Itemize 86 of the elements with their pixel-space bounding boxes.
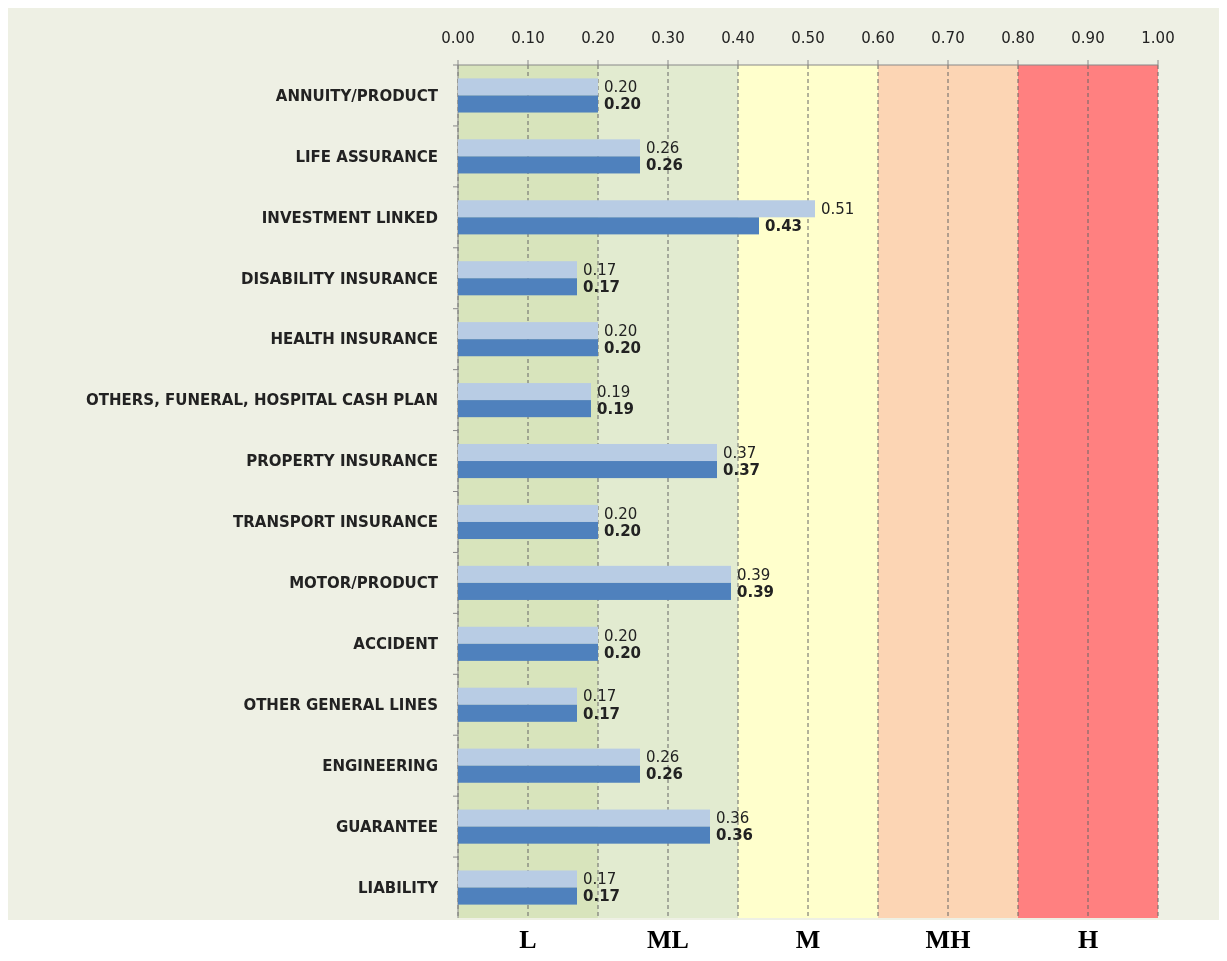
bar	[458, 765, 640, 783]
bar	[458, 156, 640, 174]
data-label: 0.17	[583, 687, 617, 706]
bar	[458, 704, 577, 722]
bar	[458, 339, 598, 357]
band-label: M	[795, 925, 821, 954]
data-label: 0.20	[604, 95, 642, 114]
data-label: 0.51	[821, 200, 855, 219]
x-tick-label: 1.00	[1141, 29, 1175, 47]
bar	[458, 870, 577, 888]
data-label: 0.20	[604, 521, 642, 540]
bar	[458, 643, 598, 661]
band-label: H	[1077, 925, 1099, 954]
data-label: 0.36	[716, 826, 754, 845]
bar	[458, 565, 731, 583]
data-label: 0.20	[604, 338, 642, 357]
bar	[458, 582, 731, 600]
bar	[458, 748, 640, 766]
y-tick-label: MOTOR/PRODUCT	[289, 574, 439, 593]
x-tick-label: 0.10	[511, 29, 545, 47]
data-label: 0.20	[604, 78, 638, 97]
x-tick-label: 0.70	[931, 29, 965, 47]
band-label: MH	[925, 925, 971, 954]
bar	[458, 826, 710, 844]
y-tick-label: INVESTMENT LINKED	[261, 208, 438, 227]
bar	[458, 217, 759, 235]
band-label: ML	[647, 925, 689, 954]
data-label: 0.19	[597, 399, 635, 418]
bar	[458, 139, 640, 157]
x-tick-label: 0.60	[861, 29, 895, 47]
bar	[458, 261, 577, 279]
y-tick-label: ANNUITY/PRODUCT	[275, 86, 439, 105]
bar	[458, 278, 577, 296]
data-label: 0.20	[604, 504, 638, 523]
y-tick-label: ACCIDENT	[353, 635, 439, 654]
bar	[458, 383, 591, 401]
data-label: 0.19	[597, 382, 631, 401]
data-label: 0.20	[604, 643, 642, 662]
y-tick-label: OTHERS, FUNERAL, HOSPITAL CASH PLAN	[86, 391, 438, 410]
x-tick-label: 0.00	[441, 29, 475, 47]
x-tick-label: 0.20	[581, 29, 615, 47]
data-label: 0.43	[765, 217, 803, 236]
x-tick-label: 0.80	[1001, 29, 1035, 47]
y-tick-label: LIABILITY	[358, 878, 440, 897]
data-label: 0.39	[737, 582, 775, 601]
data-label: 0.36	[716, 809, 750, 828]
x-tick-label: 0.90	[1071, 29, 1105, 47]
data-label: 0.37	[723, 460, 761, 479]
data-label: 0.17	[583, 704, 621, 723]
bar	[458, 626, 598, 644]
data-label: 0.26	[646, 139, 680, 158]
y-tick-label: TRANSPORT INSURANCE	[233, 513, 438, 532]
y-tick-label: HEALTH INSURANCE	[270, 330, 438, 349]
bar	[458, 809, 710, 827]
x-tick-label: 0.40	[721, 29, 755, 47]
data-label: 0.26	[646, 748, 680, 767]
bar	[458, 95, 598, 113]
x-tick-label: 0.50	[791, 29, 825, 47]
bar	[458, 504, 598, 522]
y-tick-label: PROPERTY INSURANCE	[246, 452, 438, 471]
data-label: 0.26	[646, 765, 684, 784]
data-label: 0.37	[723, 443, 757, 462]
bar	[458, 400, 591, 418]
bar	[458, 521, 598, 540]
data-label: 0.17	[583, 870, 617, 889]
y-tick-label: GUARANTEE	[335, 817, 438, 836]
data-label: 0.39	[737, 565, 771, 584]
data-label: 0.17	[583, 887, 621, 906]
band-label: L	[519, 925, 537, 954]
bar	[458, 887, 577, 905]
bar	[458, 461, 717, 479]
bar	[458, 78, 598, 96]
y-tick-label: OTHER GENERAL LINES	[243, 696, 438, 714]
data-label: 0.26	[646, 156, 684, 175]
y-tick-label: LIFE ASSURANCE	[295, 147, 438, 166]
y-tick-label: DISABILITY INSURANCE	[241, 269, 438, 288]
data-label: 0.17	[583, 260, 617, 279]
data-label: 0.20	[604, 321, 638, 340]
bar	[458, 687, 577, 705]
data-label: 0.17	[583, 278, 621, 297]
bar	[458, 322, 598, 340]
bar	[458, 200, 815, 218]
x-tick-label: 0.30	[651, 29, 685, 47]
y-tick-label: ENGINEERING	[322, 756, 438, 775]
data-label: 0.20	[604, 626, 638, 645]
bar	[458, 443, 717, 462]
